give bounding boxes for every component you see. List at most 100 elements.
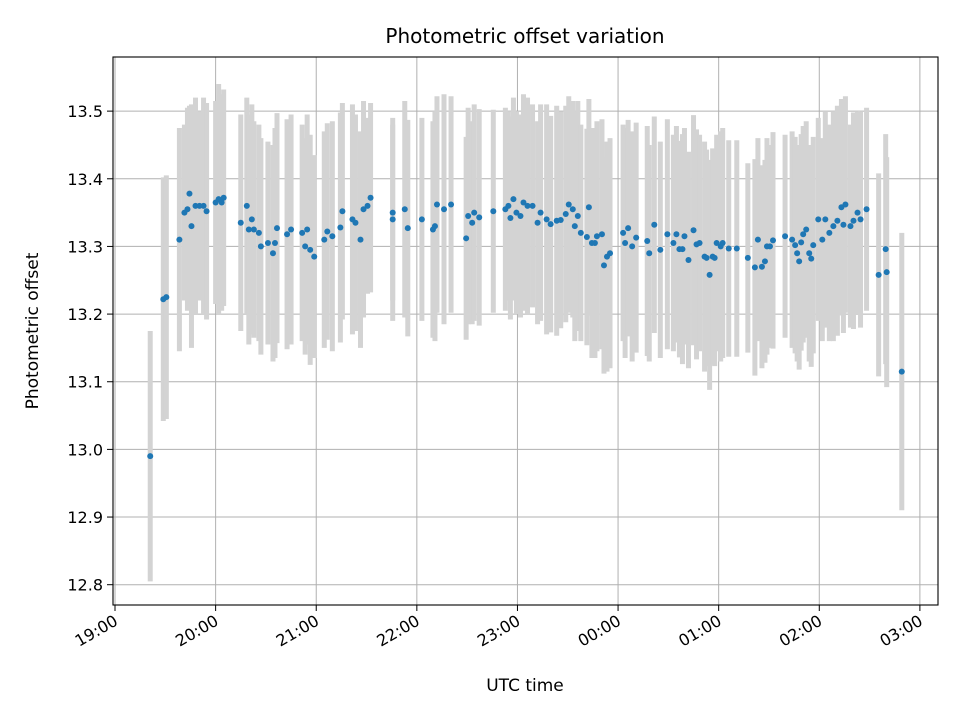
y-tick-label: 13.4	[67, 170, 103, 189]
data-point	[583, 233, 590, 240]
data-point	[364, 202, 371, 209]
data-point	[321, 236, 328, 243]
data-point	[882, 246, 889, 253]
data-point	[188, 223, 195, 230]
data-point	[431, 223, 438, 230]
data-points	[147, 190, 905, 460]
data-point	[255, 229, 262, 236]
y-axis-title: Photometric offset	[23, 252, 43, 409]
data-point	[681, 233, 688, 240]
data-point	[585, 204, 592, 211]
data-point	[854, 209, 861, 216]
x-axis-title: UTC time	[486, 676, 564, 696]
data-point	[713, 240, 720, 247]
data-point	[245, 226, 252, 233]
data-point	[792, 242, 799, 249]
data-point	[147, 453, 154, 460]
data-point	[176, 236, 183, 243]
data-point	[622, 240, 629, 247]
data-point	[463, 235, 470, 242]
data-point	[329, 233, 336, 240]
data-point	[673, 231, 680, 238]
data-point	[690, 227, 697, 234]
data-point	[600, 262, 607, 269]
data-point	[186, 190, 193, 197]
data-point	[770, 237, 776, 244]
data-point	[284, 231, 291, 238]
data-point	[529, 202, 536, 209]
data-point	[569, 206, 576, 213]
data-point	[357, 236, 364, 243]
data-point	[273, 225, 280, 232]
data-point	[670, 240, 677, 247]
data-point	[441, 206, 448, 213]
data-point	[711, 254, 718, 261]
data-point	[819, 236, 826, 243]
data-point	[703, 254, 710, 261]
data-point	[758, 263, 765, 270]
data-point	[200, 202, 207, 209]
data-point	[505, 202, 512, 209]
data-point	[257, 243, 264, 250]
y-tick-label: 13.0	[67, 440, 103, 459]
plot-frame	[112, 56, 939, 606]
data-point	[269, 250, 276, 257]
data-point	[324, 228, 331, 235]
data-point	[733, 245, 740, 252]
data-point	[751, 264, 758, 271]
data-point	[857, 216, 864, 223]
data-point	[875, 271, 882, 278]
data-point	[798, 239, 805, 246]
data-point	[476, 214, 483, 221]
data-point	[534, 219, 541, 226]
data-point	[360, 206, 367, 213]
y-tick-label: 12.8	[67, 576, 103, 595]
data-point	[685, 256, 692, 263]
data-point	[633, 234, 640, 241]
data-point	[524, 202, 531, 209]
data-point	[220, 194, 227, 201]
y-tick-label: 13.1	[67, 373, 103, 392]
data-point	[401, 206, 408, 213]
data-point	[510, 196, 517, 203]
data-point	[471, 209, 478, 216]
data-point	[810, 242, 817, 249]
data-point	[571, 223, 578, 230]
data-point	[607, 250, 614, 257]
data-point	[766, 243, 773, 250]
data-point	[898, 368, 905, 375]
data-point	[664, 231, 671, 238]
data-point	[307, 246, 314, 253]
data-point	[339, 208, 346, 215]
data-point	[840, 221, 847, 228]
data-point	[815, 216, 822, 223]
y-tick-label: 12.9	[67, 508, 103, 527]
data-point	[520, 199, 527, 206]
data-point	[337, 224, 344, 231]
data-point	[418, 216, 425, 223]
data-point	[507, 215, 514, 222]
data-point	[433, 201, 440, 208]
data-point	[537, 209, 544, 216]
data-point	[389, 209, 396, 216]
data-point	[543, 216, 550, 223]
data-point	[248, 216, 255, 223]
data-point	[304, 226, 311, 233]
data-point	[562, 210, 569, 217]
data-point	[808, 255, 815, 262]
data-point	[352, 219, 359, 226]
y-axis-ticks: 12.8 12.9 13.0 13.1 13.2 13.3 13.4 13.5	[67, 102, 113, 595]
data-point	[448, 201, 455, 208]
data-point	[264, 240, 271, 247]
data-point	[794, 250, 801, 257]
data-point	[629, 243, 636, 250]
data-point	[237, 219, 244, 226]
data-point	[547, 221, 554, 228]
data-point	[796, 258, 803, 265]
data-point	[850, 217, 857, 224]
data-point	[806, 250, 813, 257]
data-point	[490, 208, 497, 215]
data-point	[646, 250, 653, 257]
data-point	[288, 226, 295, 233]
